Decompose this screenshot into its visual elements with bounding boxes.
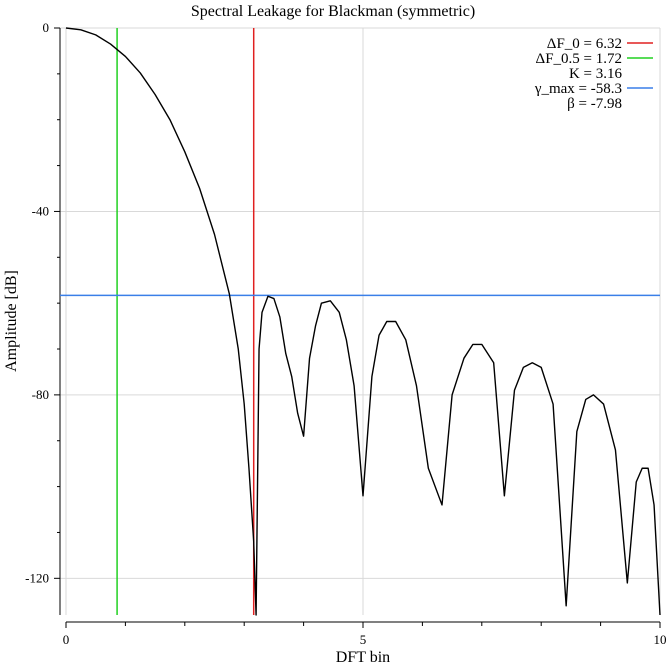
series-lines — [65, 27, 661, 616]
legend-label-4: β = -7.98 — [567, 96, 622, 112]
plot-area — [60, 28, 660, 615]
tick-marks: 0 -40 -80 -120 0 5 10 — [25, 20, 666, 647]
x-tick-label-0: 0 — [63, 632, 70, 647]
x-axis-label: DFT bin — [336, 649, 390, 666]
grid-lines — [60, 27, 661, 615]
y-tick-label-3: -120 — [25, 570, 49, 585]
legend-label-3: γ_max = -58.3 — [534, 81, 622, 97]
legend-label-0: ΔF_0 = 6.32 — [547, 36, 622, 52]
legend-label-1: ΔF_0.5 = 1.72 — [536, 51, 622, 67]
y-tick-label-1: -40 — [32, 203, 49, 218]
chart-title: Spectral Leakage for Blackman (symmetric… — [191, 3, 475, 20]
y-axis-label: Amplitude [dB] — [3, 270, 20, 372]
y-tick-label-0: 0 — [43, 20, 50, 35]
series-line-0 — [65, 27, 661, 616]
x-tick-label-1: 5 — [360, 632, 367, 647]
marker-lines — [60, 28, 660, 615]
legend-label-2: K = 3.16 — [569, 66, 623, 82]
x-tick-label-2: 10 — [654, 632, 667, 647]
y-tick-label-2: -80 — [32, 387, 49, 402]
